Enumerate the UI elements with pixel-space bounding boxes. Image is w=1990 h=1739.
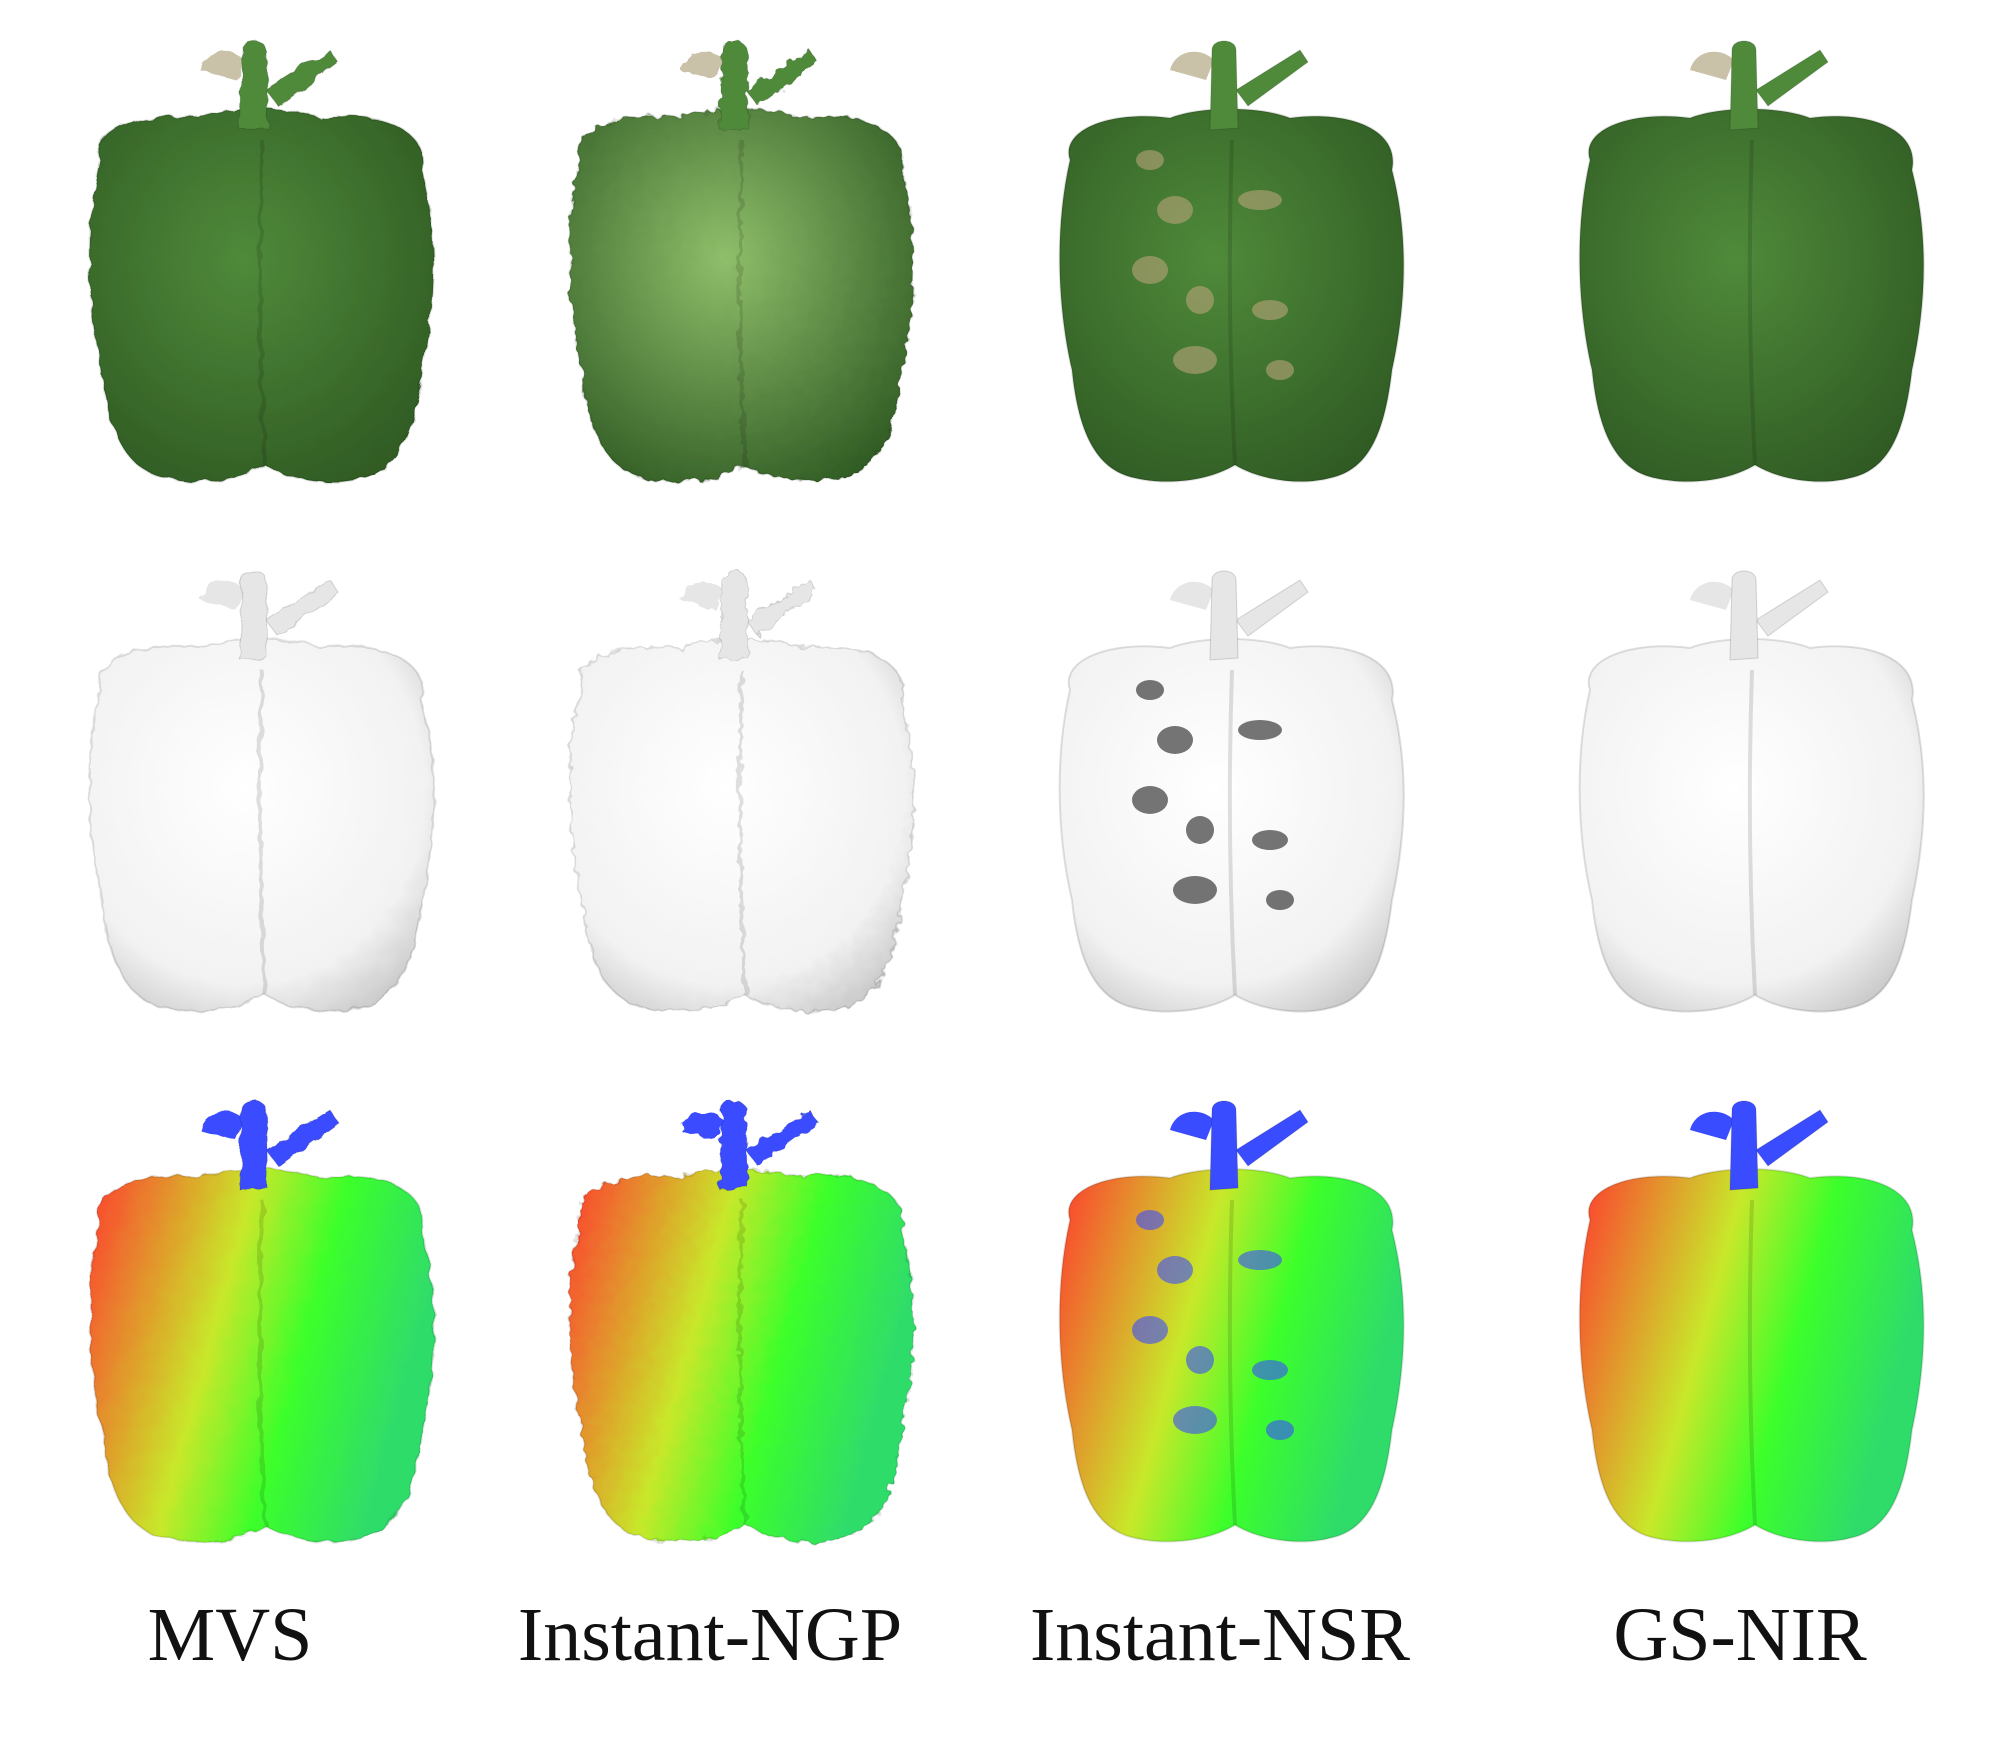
instant-ngp-geometry-render (510, 540, 970, 1040)
label-gs-nir: GS-NIR (1613, 1593, 1867, 1677)
image-grid (30, 10, 1980, 1543)
mvs-textured-render (30, 10, 490, 510)
instant-nsr-geometry-render (1000, 540, 1460, 1040)
label-mvs: MVS (147, 1593, 313, 1677)
gs-nir-normal-render (1520, 1070, 1980, 1570)
label-instant-nsr: Instant-NSR (1030, 1593, 1410, 1677)
instant-ngp-textured-render (510, 10, 970, 510)
label-instant-ngp: Instant-NGP (517, 1593, 903, 1677)
mvs-normal-render (30, 1070, 490, 1570)
instant-nsr-normal-render (1000, 1070, 1460, 1570)
mvs-geometry-render (30, 540, 490, 1040)
gs-nir-textured-render (1520, 10, 1980, 510)
instant-nsr-textured-render (1000, 10, 1460, 510)
gs-nir-geometry-render (1520, 540, 1980, 1040)
instant-ngp-normal-render (510, 1070, 970, 1570)
method-labels: MVS Instant-NGP Instant-NSR GS-NIR (0, 1580, 1990, 1690)
